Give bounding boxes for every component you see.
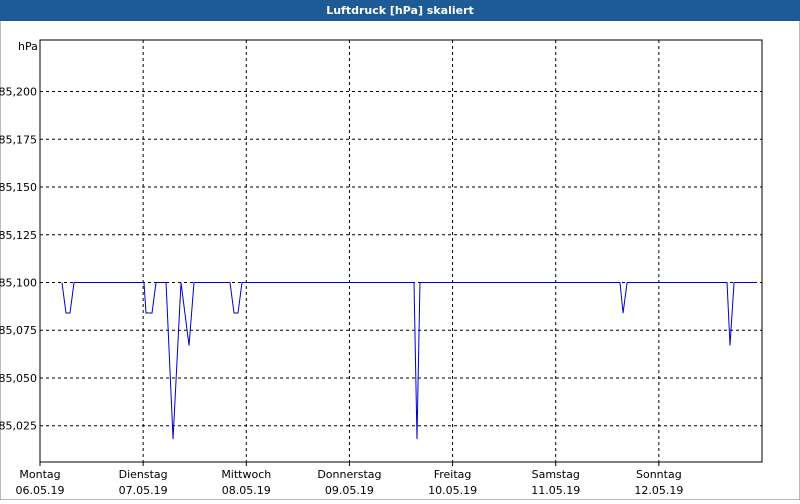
x-tick-label: Donnerstag <box>317 468 381 481</box>
chart-title: Luftdruck [hPa] skaliert <box>326 4 474 17</box>
x-tick-date: 11.05.19 <box>531 484 580 497</box>
y-tick-label: 985,050 <box>0 372 37 385</box>
title-bar <box>0 0 800 21</box>
y-tick-label: 985,150 <box>0 181 37 194</box>
x-tick-date: 09.05.19 <box>325 484 374 497</box>
y-tick-label: 985,200 <box>0 86 37 99</box>
data-line <box>61 282 758 440</box>
plot-frame <box>39 39 763 463</box>
y-tick-label: 985,075 <box>0 324 37 337</box>
x-tick-date: 07.05.19 <box>119 484 168 497</box>
x-tick-date: 12.05.19 <box>634 484 683 497</box>
x-tick-label: Mittwoch <box>221 468 271 481</box>
x-tick-date: 06.05.19 <box>16 484 65 497</box>
x-tick-label: Freitag <box>434 468 472 481</box>
x-tick-date: 10.05.19 <box>428 484 477 497</box>
y-tick-label: 985,025 <box>0 420 37 433</box>
y-tick-label: 985,175 <box>0 133 37 146</box>
y-unit: hPa <box>18 40 38 53</box>
x-tick-label: Samstag <box>532 468 580 481</box>
x-tick-date: 08.05.19 <box>222 484 271 497</box>
x-tick-label: Montag <box>19 468 60 481</box>
x-tick-label: Dienstag <box>119 468 168 481</box>
x-tick-label: Sonntag <box>636 468 682 481</box>
y-tick-label: 985,125 <box>0 229 37 242</box>
y-tick-label: 985,100 <box>0 277 37 290</box>
